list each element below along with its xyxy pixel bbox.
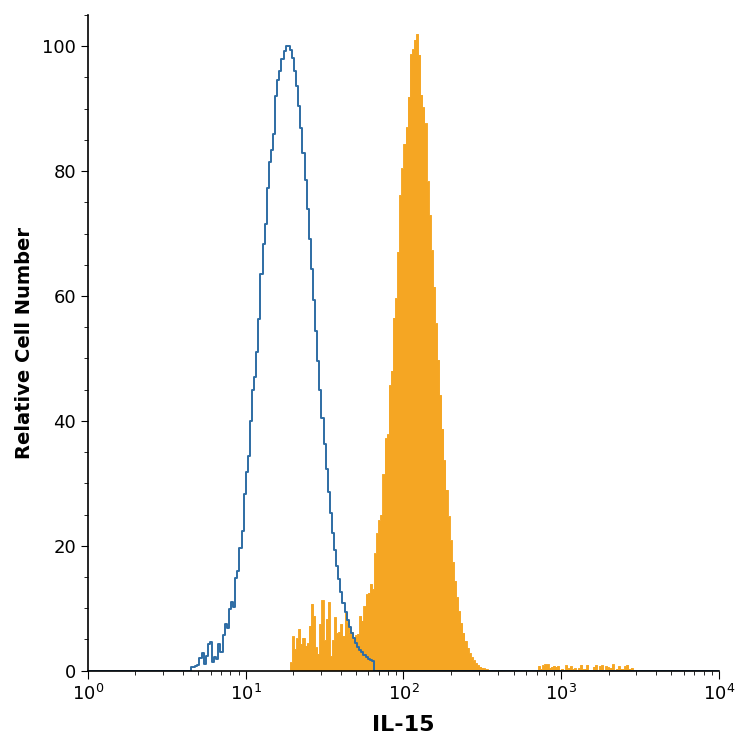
X-axis label: IL-15: IL-15 bbox=[372, 715, 435, 735]
Y-axis label: Relative Cell Number: Relative Cell Number bbox=[15, 226, 34, 459]
